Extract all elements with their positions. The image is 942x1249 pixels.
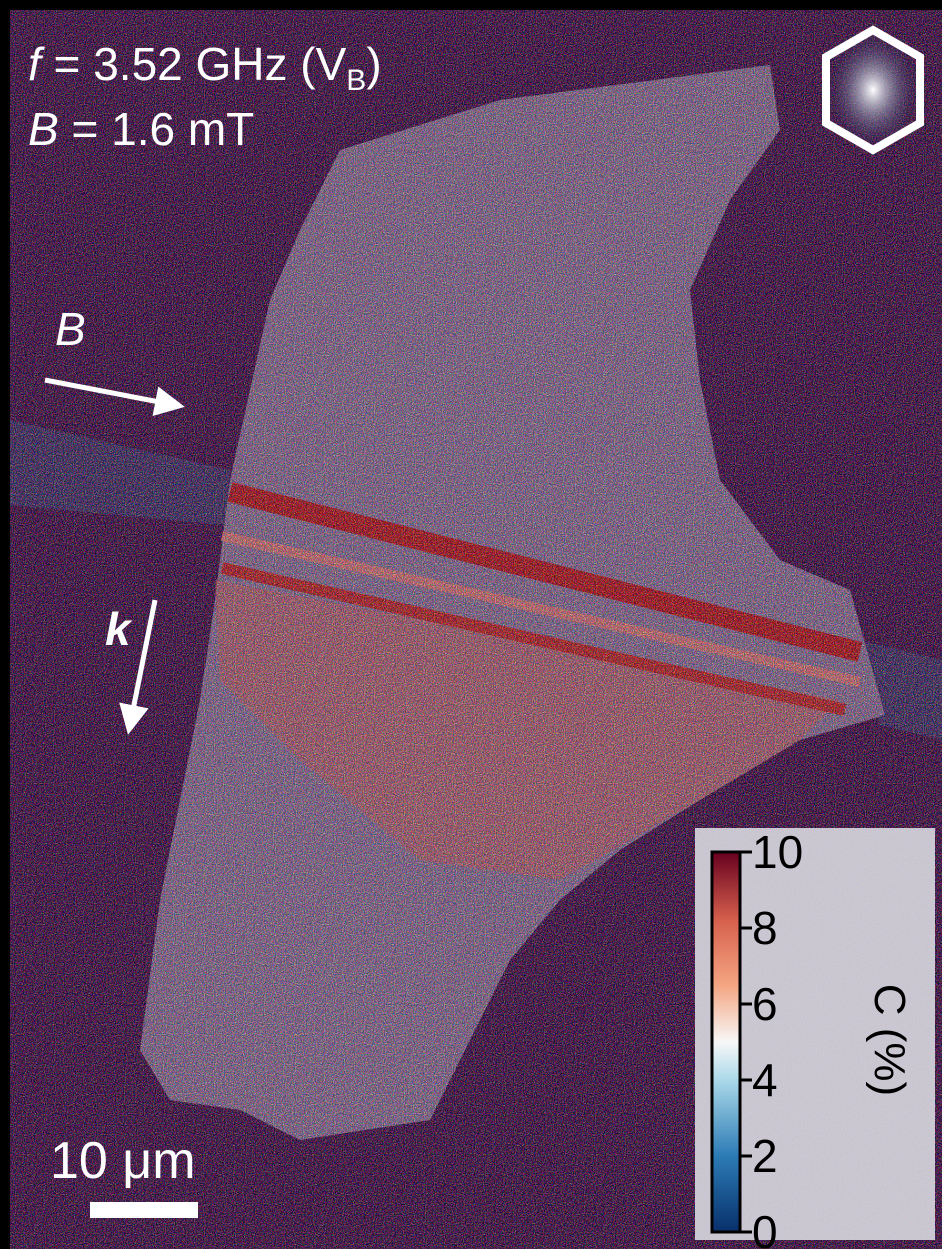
k-arrow-label: k [105,603,133,655]
colorbar [712,852,740,1232]
colorbar-tick-label: 2 [752,1130,778,1182]
figure: f = 3.52 GHz (VB) B = 1.6 mT B k 10 μm C… [0,0,942,1249]
field-arrow-label: B [55,303,86,355]
scale-bar-label: 10 μm [50,1132,196,1190]
field-label: B = 1.6 mT [28,103,254,155]
colorbar-tick-label: 0 [752,1206,778,1249]
colorbar-tick-label: 4 [752,1054,778,1106]
colorbar-tick-label: 10 [752,826,803,878]
colorbar-tick-label: 8 [752,902,778,954]
colorbar-tick-label: 6 [752,978,778,1030]
colorbar-title: C (%) [865,984,914,1096]
scale-bar [90,1202,198,1218]
frequency-label: f = 3.52 GHz (VB) [28,38,382,97]
hexagon-icon [826,30,920,150]
